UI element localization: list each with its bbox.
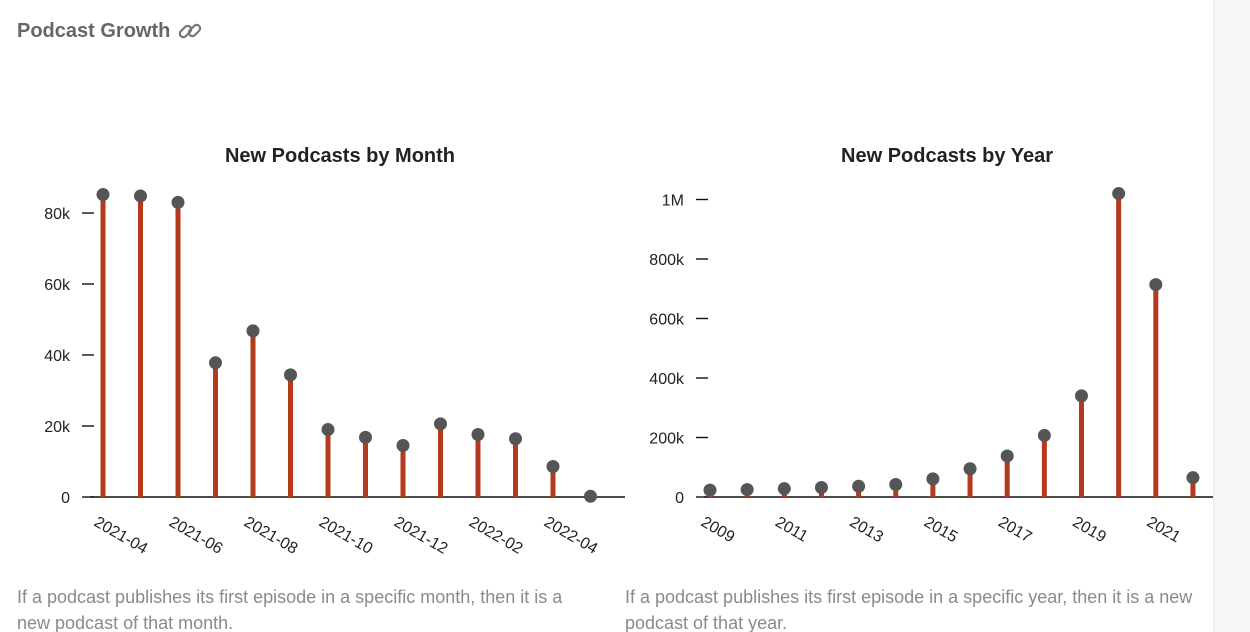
lollipop-dot xyxy=(359,430,372,444)
section-heading: Podcast Growth xyxy=(17,18,203,44)
chart-title: New Podcasts by Year xyxy=(841,145,1053,167)
x-tick-label: 2021-06 xyxy=(166,514,225,558)
lollipop-dot xyxy=(889,478,903,492)
lollipop-dot xyxy=(209,356,222,370)
lollipop-dot xyxy=(777,482,791,496)
y-tick-label: 80k xyxy=(44,206,71,223)
y-tick-label: 40k xyxy=(44,348,71,365)
lollipop-dot xyxy=(926,472,940,486)
monthly-chart: New Podcasts by Month 0 20k 40k 60k 80k 2021-0… xyxy=(0,130,640,575)
y-tick-label: 20k xyxy=(44,419,71,436)
x-tick-label: 2009 xyxy=(698,514,737,547)
lollipop-dot xyxy=(1112,187,1126,201)
lollipop-dot xyxy=(171,195,185,209)
lollipop-dot xyxy=(246,324,260,338)
x-tick-label: 2013 xyxy=(847,514,886,547)
lollipop-dot xyxy=(740,483,754,497)
lollipop-dot xyxy=(852,479,866,493)
x-tick-label: 2021-10 xyxy=(316,514,375,558)
y-tick-label: 400k xyxy=(649,371,685,388)
lollipop-dot xyxy=(509,432,522,446)
x-tick-label: 2022-04 xyxy=(541,514,600,558)
chart-title: New Podcasts by Month xyxy=(225,145,455,167)
monthly-caption: If a podcast publishes its first episode… xyxy=(17,587,563,632)
lollipop-dot xyxy=(963,462,977,476)
lollipop-dot xyxy=(546,459,560,473)
lollipop-dot xyxy=(396,439,410,453)
x-tick-label: 2021-08 xyxy=(241,514,300,558)
lollipop-dot xyxy=(1149,278,1163,292)
x-tick-label: 2011 xyxy=(772,514,810,546)
x-tick-label: 2021-04 xyxy=(91,514,150,558)
x-tick-label: 2021 xyxy=(1144,514,1183,547)
lollipop-dot xyxy=(284,368,297,382)
lollipop-dot xyxy=(1037,428,1051,442)
lollipop-dot xyxy=(1186,471,1200,485)
link-icon[interactable] xyxy=(177,18,203,44)
y-tick-label: 0 xyxy=(61,490,70,507)
y-tick-label: 0 xyxy=(675,490,684,507)
yearly-chart: New Podcasts by Year 0 200k 400k 600k 800k 1M 2… xyxy=(625,130,1250,575)
section-title: Podcast Growth xyxy=(17,19,171,42)
page-scrollbar[interactable] xyxy=(1213,0,1250,632)
yearly-caption: If a podcast publishes its first episode… xyxy=(625,587,1193,632)
y-tick-label: 800k xyxy=(649,252,685,269)
y-tick-label: 200k xyxy=(649,431,685,448)
x-tick-label: 2015 xyxy=(921,514,960,547)
lollipop-dot xyxy=(1000,449,1014,463)
x-tick-label: 2021-12 xyxy=(391,514,450,558)
lollipop-dot xyxy=(1075,389,1088,403)
yearly-chart-svg: New Podcasts by Year 0 200k 400k 600k 800k 1M 2… xyxy=(649,145,1250,547)
lollipop-dot xyxy=(471,428,485,442)
lollipop-dot xyxy=(814,480,828,494)
x-tick-label: 2017 xyxy=(995,514,1034,547)
x-tick-label: 2019 xyxy=(1070,514,1109,547)
lollipop-dot xyxy=(134,189,147,203)
y-tick-label: 1M xyxy=(662,193,684,210)
lollipop-dot xyxy=(434,417,447,431)
lollipop-dot xyxy=(584,489,597,503)
y-tick-label: 600k xyxy=(649,312,685,329)
monthly-chart-svg: New Podcasts by Month 0 20k 40k 60k 80k 2021-0… xyxy=(44,145,640,558)
y-tick-label: 60k xyxy=(44,277,71,294)
lollipop-dot xyxy=(703,483,717,497)
lollipop-dot xyxy=(321,423,335,437)
x-tick-label: 2022-02 xyxy=(466,514,525,558)
lollipop-dot xyxy=(96,188,110,202)
